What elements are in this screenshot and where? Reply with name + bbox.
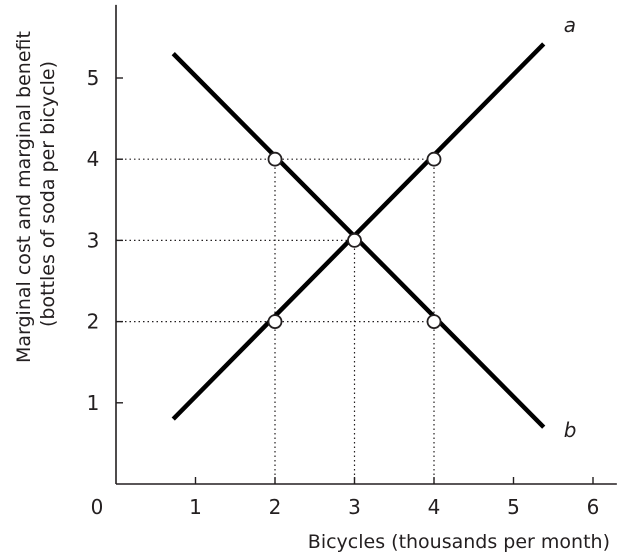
data-point [426, 314, 442, 330]
y-tick-label: 5 [87, 66, 100, 90]
x-tick-label: 0 [91, 495, 104, 519]
y-tick-label: 2 [87, 310, 100, 334]
data-point [426, 151, 442, 167]
data-points [267, 151, 442, 330]
y-tick-label: 3 [87, 228, 100, 252]
y-axis-label: Marginal cost and marginal benefit (bott… [13, 25, 59, 363]
data-point [267, 314, 283, 330]
tick-labels: 0 1 2 3 4 5 6 1 2 3 4 5 [87, 66, 600, 519]
y-tick-label: 4 [87, 147, 100, 171]
x-tick-label: 4 [428, 495, 441, 519]
x-axis-label: Bicycles (thousands per month) [308, 531, 610, 553]
x-tick-label: 3 [348, 495, 361, 519]
series-label-b: b [564, 418, 577, 442]
y-tick-label: 1 [87, 391, 100, 415]
x-tick-label: 6 [587, 495, 600, 519]
x-tick-label: 1 [189, 495, 202, 519]
series-line-a [171, 42, 546, 421]
data-point [347, 232, 362, 248]
series-label-a: a [564, 13, 576, 37]
y-axis-label-line-2: (bottles of soda per bicycle) [37, 61, 59, 327]
axes [115, 4, 617, 485]
data-point [267, 151, 283, 167]
x-tick-label: 5 [507, 495, 520, 519]
series-lines: ab [171, 13, 577, 442]
y-axis-label-line-1: Marginal cost and marginal benefit [13, 31, 35, 363]
x-tick-label: 2 [269, 495, 282, 519]
